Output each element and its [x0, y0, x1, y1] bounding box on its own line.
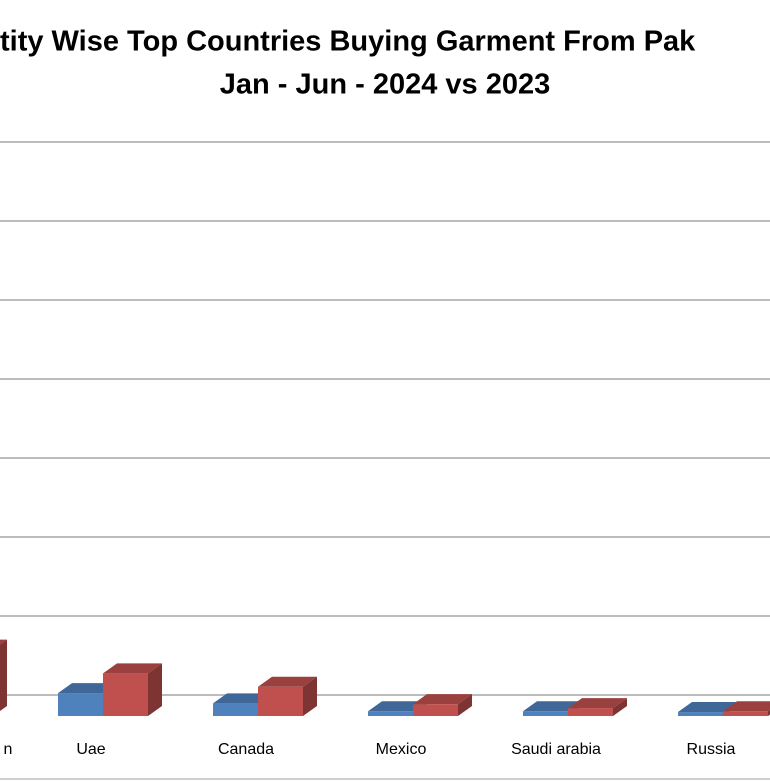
bar-top	[723, 701, 770, 712]
bar-top	[368, 701, 427, 712]
bar	[413, 694, 472, 716]
bar-front	[103, 673, 148, 716]
bar-front	[58, 693, 103, 716]
bar-side	[148, 663, 162, 716]
bar-front	[523, 711, 568, 716]
bar-front	[413, 704, 458, 716]
bar	[568, 698, 627, 716]
bar-side	[0, 639, 7, 711]
bar-top	[678, 702, 737, 713]
bar-top	[58, 683, 117, 694]
bar	[0, 639, 7, 711]
x-tick-label: n	[4, 741, 13, 758]
x-tick-label: Canada	[218, 741, 274, 758]
bar-top	[213, 693, 272, 704]
bar	[103, 663, 162, 716]
x-tick-label: Uae	[76, 741, 105, 758]
bar-front	[723, 711, 768, 716]
x-tick-label: Mexico	[376, 741, 427, 758]
bar-side	[458, 694, 472, 716]
bar-top	[523, 701, 582, 712]
chart-subtitle: Jan - Jun - 2024 vs 2023	[220, 69, 550, 101]
bar-side	[613, 698, 627, 716]
bar-top	[413, 694, 472, 705]
bar-side	[303, 676, 317, 716]
bar-top	[258, 676, 317, 687]
chart-title: tity Wise Top Countries Buying Garment F…	[0, 26, 696, 58]
bar-front	[258, 686, 303, 716]
x-tick-label: Russia	[687, 741, 736, 758]
x-tick-label: Saudi arabia	[511, 741, 601, 758]
bar-front	[213, 703, 258, 716]
bar-front	[368, 711, 413, 716]
bar	[258, 676, 317, 716]
bar-top	[103, 663, 162, 674]
bar-top	[568, 698, 627, 709]
bar-front	[568, 708, 613, 716]
bar-front	[678, 712, 723, 716]
